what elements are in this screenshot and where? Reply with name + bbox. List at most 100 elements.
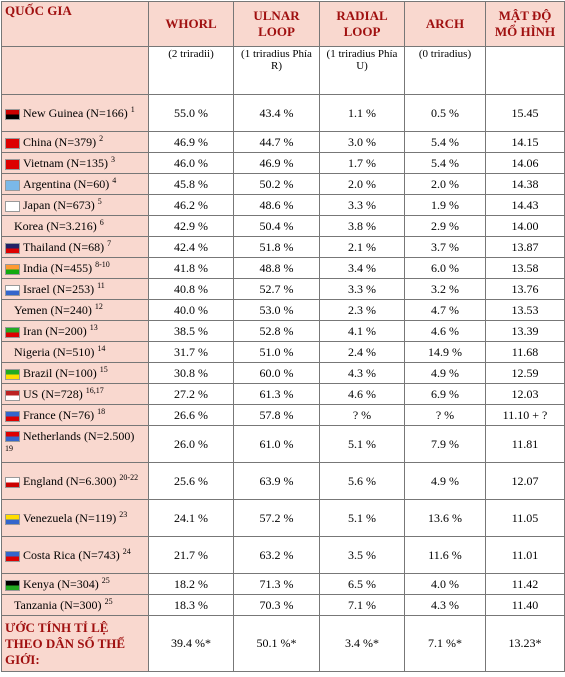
flag-icon [5,158,20,170]
data-row: Nigeria (N=510) 14 31.7 % 51.0 % 2.4 % 14.9 … [1,341,565,363]
country-name: Netherlands (N=2.500) [23,428,135,443]
value-cell: 11.10 + ? [485,404,565,426]
subheader-cell [1,46,149,95]
value-cell: 52.8 % [233,320,320,342]
value-cell: 57.2 % [233,499,320,537]
country-name: England (N=6.300) [23,474,117,488]
flag-space [5,307,11,316]
value-cell: 4.0 % [404,573,486,595]
flag-icon [5,513,20,525]
country-name: Japan (N=673) [23,198,95,212]
country-name: Costa Rica (N=743) [23,548,120,562]
reference-note: 3 [111,155,116,164]
value-cell: 41.8 % [148,257,234,279]
country-name: Israel (N=253) [23,282,95,296]
value-cell: 3.3 % [319,278,405,300]
value-cell: 11.40 [485,594,565,616]
country-cell: Israel (N=253) 11 [1,278,149,300]
value-cell: 14.38 [485,173,565,195]
flag-icon [5,242,20,254]
header-cell: RADIAL LOOP [319,1,405,47]
value-cell: 4.1 % [319,320,405,342]
reference-note: 14 [97,344,106,353]
value-cell: 14.9 % [404,341,486,363]
value-cell: 14.43 [485,194,565,216]
value-cell: 1.7 % [319,152,405,174]
header-cell: WHORL [148,1,234,47]
flag-icon [5,137,20,149]
value-cell: 11.81 [485,425,565,463]
subheader-cell: (2 triradii) [148,46,234,95]
value-cell: 2.3 % [319,299,405,321]
data-row: Korea (N=3.216) 6 42.9 % 50.4 % 3.8 % 2.9 % 1… [1,215,565,237]
subheader-cell: (0 triradius) [404,46,486,95]
flag-icon [5,476,20,488]
value-cell: 51.0 % [233,341,320,363]
value-cell: 4.9 % [404,362,486,384]
flag-space [5,602,11,611]
data-row: Argentina (N=60) 4 45.8 % 50.2 % 2.0 % 2.0 %… [1,173,565,195]
country-cell: Thailand (N=68) 7 [1,236,149,258]
data-row: India (N=455) 8-10 41.8 % 48.8 % 3.4 % 6.0 %… [1,257,565,279]
value-cell: 13.76 [485,278,565,300]
flag-icon [5,108,20,120]
flag-space [5,349,11,358]
data-row: Israel (N=253) 11 40.8 % 52.7 % 3.3 % 3.2 % 1… [1,278,565,300]
country-name: Iran (N=200) [23,324,87,338]
value-cell: 25.6 % [148,462,234,500]
value-cell: 38.5 % [148,320,234,342]
data-row: US (N=728) 16,17 27.2 % 61.3 % 4.6 % 6.9 % 12… [1,383,565,405]
value-cell: 5.1 % [319,425,405,463]
value-cell: 3.4 % [319,257,405,279]
country-cell: Netherlands (N=2.500) 19 [1,425,149,463]
country-name: Kenya (N=304) [23,577,99,591]
header-cell: ARCH [404,1,486,47]
value-cell: 2.9 % [404,215,486,237]
value-cell: 45.8 % [148,173,234,195]
country-cell: Iran (N=200) 13 [1,320,149,342]
footer-value: 7.1 %* [404,615,486,672]
country-name: Venezuela (N=119) [23,511,117,525]
flag-icon [5,389,20,401]
footer-value: 50.1 %* [233,615,320,672]
value-cell: 2.0 % [319,173,405,195]
value-cell: ? % [404,404,486,426]
value-cell: 12.03 [485,383,565,405]
value-cell: 7.1 % [319,594,405,616]
reference-note: 2 [99,134,104,143]
reference-note: 25 [101,576,110,585]
value-cell: 48.6 % [233,194,320,216]
value-cell: 42.4 % [148,236,234,258]
country-name: Tanzania (N=300) [14,598,102,612]
value-cell: 4.3 % [319,362,405,384]
data-row: England (N=6.300) 20-22 25.6 % 63.9 % 5.6 %… [1,462,565,500]
data-row: Venezuela (N=119) 23 24.1 % 57.2 % 5.1 % 13.… [1,499,565,537]
value-cell: 57.8 % [233,404,320,426]
footer-row: ƯỚC TÍNH TỈ LỆ THEO DÂN SỐ THẾ GIỚI: 39.4… [1,615,565,672]
value-cell: 6.0 % [404,257,486,279]
country-cell: Venezuela (N=119) 23 [1,499,149,537]
value-cell: 3.3 % [319,194,405,216]
value-cell: 12.07 [485,462,565,500]
data-row: France (N=76) 18 26.6 % 57.8 %? %? % 11.10 … [1,404,565,426]
flag-icon [5,579,20,591]
value-cell: 13.53 [485,299,565,321]
value-cell: 5.4 % [404,131,486,153]
flag-space [5,223,11,232]
country-name: US (N=728) [23,387,83,401]
flag-icon [5,550,20,562]
header-cell: ULNAR LOOP [233,1,320,47]
reference-note: 11 [97,281,105,290]
country-cell: Argentina (N=60) 4 [1,173,149,195]
flag-icon [5,200,20,212]
value-cell: 5.4 % [404,152,486,174]
value-cell: 11.05 [485,499,565,537]
value-cell: 2.4 % [319,341,405,363]
country-cell: New Guinea (N=166) 1 [1,94,149,132]
value-cell: 46.9 % [148,131,234,153]
footer-label: ƯỚC TÍNH TỈ LỆ THEO DÂN SỐ THẾ GIỚI: [1,615,149,672]
country-name: India (N=455) [23,261,93,275]
country-name: Brazil (N=100) [23,366,97,380]
